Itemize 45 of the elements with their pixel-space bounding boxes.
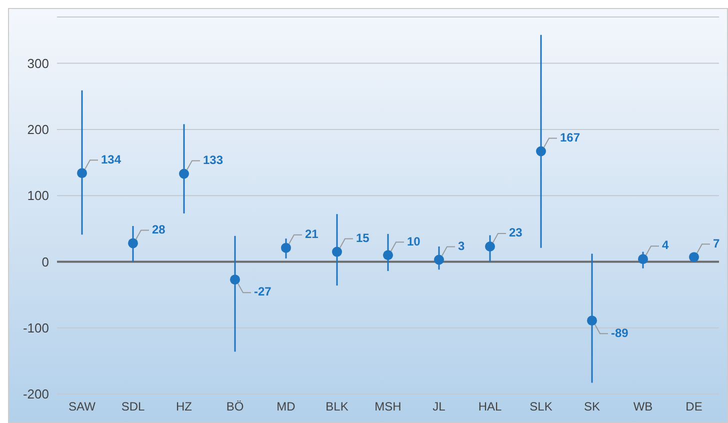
x-tick-label: DE [686, 400, 702, 414]
y-tick-label: 300 [27, 56, 49, 71]
data-label: 4 [662, 238, 669, 252]
x-tick-label: BÖ [226, 400, 244, 414]
data-label: -89 [611, 326, 629, 340]
x-tick-label: SLK [530, 400, 552, 414]
data-label: 23 [509, 226, 523, 240]
data-label: -27 [254, 284, 272, 299]
y-tick-label: 100 [27, 188, 49, 204]
x-tick-label: MSH [374, 400, 402, 414]
point [485, 242, 495, 252]
point [281, 242, 291, 253]
point [689, 252, 699, 262]
data-label: 167 [560, 130, 580, 144]
data-label: 3 [458, 238, 465, 253]
x-tick-label: WB [633, 400, 653, 414]
point [383, 250, 393, 260]
y-tick-label: -100 [22, 320, 49, 336]
y-tick-label: 200 [27, 122, 49, 138]
x-tick-label: SDL [121, 400, 145, 414]
x-tick-label: BLK [326, 400, 348, 414]
y-tick-label: -200 [22, 386, 49, 402]
data-label: 133 [203, 152, 224, 167]
point [536, 146, 546, 156]
point [587, 316, 597, 326]
x-tick-label: JL [432, 400, 446, 414]
y-tick-label: 0 [42, 254, 49, 270]
x-tick-label: HAL [478, 400, 502, 414]
point [230, 274, 240, 285]
x-tick-label: MD [276, 400, 296, 414]
point [434, 254, 444, 265]
data-label: 134 [101, 152, 122, 166]
point [179, 168, 189, 179]
x-tick-label: SK [584, 400, 600, 414]
point [128, 238, 138, 248]
x-tick-label: HZ [176, 400, 192, 414]
point [77, 168, 87, 178]
data-label: 10 [407, 234, 421, 248]
point [638, 254, 648, 264]
data-label: 7 [713, 236, 720, 250]
data-label: 21 [305, 227, 319, 241]
point [332, 246, 342, 257]
data-label: 15 [356, 230, 370, 245]
x-tick-label: SAW [68, 400, 96, 414]
data-label: 28 [152, 222, 166, 236]
